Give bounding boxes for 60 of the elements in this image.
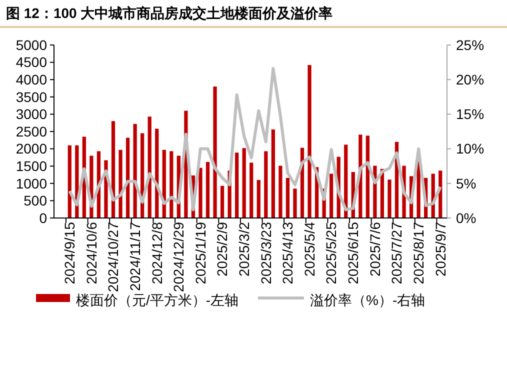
y2-tick-label: 10%: [456, 140, 484, 157]
x-tick-label: 2024/10/27: [105, 222, 122, 292]
y-tick-label: 5000: [16, 36, 48, 53]
x-tick-label: 2025/5/25: [323, 222, 340, 284]
y2-tick-label: 5%: [456, 175, 476, 192]
legend-label: 溢价率（%）-右轴: [310, 292, 426, 308]
y-tick-label: 3000: [16, 106, 48, 122]
chart-title: 图 12：100 大中城市商品房成交土地楼面价及溢价率: [6, 5, 333, 21]
bar: [235, 152, 239, 218]
y-tick-label: 2500: [16, 123, 48, 140]
x-tick-label: 2024/12/8: [148, 222, 165, 284]
x-tick-label: 2024/11/17: [126, 222, 143, 292]
x-tick-label: 2025/5/4: [301, 222, 318, 276]
bar: [286, 178, 290, 218]
bar: [126, 138, 130, 218]
bar: [293, 188, 297, 218]
bar: [118, 150, 122, 218]
y-tick-label: 1500: [16, 158, 48, 174]
bar: [388, 180, 392, 218]
x-tick-label: 2024/9/15: [62, 222, 78, 284]
bar: [250, 162, 254, 218]
x-tick-label: 2025/6/15: [345, 222, 362, 284]
y2-tick-label: 25%: [456, 36, 484, 53]
y2-tick-label: 0%: [456, 210, 476, 226]
y-tick-label: 2000: [16, 140, 48, 157]
y-tick-label: 4000: [16, 72, 48, 88]
bar: [133, 124, 137, 218]
bar: [220, 186, 224, 218]
y2-tick-label: 15%: [456, 106, 484, 122]
x-tick-label: 2025/9/7: [432, 222, 448, 276]
bar: [271, 129, 275, 218]
y-tick-label: 500: [24, 192, 48, 209]
x-tick-label: 2025/7/6: [366, 222, 383, 276]
bar: [308, 65, 312, 218]
x-tick-label: 2025/3/23: [258, 222, 274, 284]
bar: [170, 151, 174, 218]
bar: [242, 148, 246, 218]
legend-label: 楼面价（元/平方米）-左轴: [76, 292, 239, 308]
y-tick-label: 3500: [16, 88, 48, 105]
bar: [68, 145, 72, 218]
x-tick-label: 2025/8/17: [410, 222, 426, 284]
y-tick-label: 4500: [16, 54, 48, 70]
y-tick-label: 0: [39, 210, 48, 226]
x-tick-label: 2025/2/9: [214, 222, 230, 276]
x-tick-label: 2024/10/6: [83, 222, 100, 284]
bar: [198, 168, 202, 218]
bar: [256, 180, 260, 218]
x-tick-label: 2024/12/29: [170, 222, 187, 292]
y2-tick-label: 20%: [456, 72, 484, 88]
bar: [330, 174, 334, 218]
line-series: [68, 67, 442, 212]
bar: [213, 86, 217, 218]
x-tick-label: 2025/3/2: [236, 222, 252, 276]
y-tick-label: 1000: [16, 175, 48, 192]
x-tick-label: 2025/4/13: [280, 222, 296, 284]
bar: [278, 166, 282, 218]
bar: [206, 162, 210, 218]
bar: [264, 151, 268, 218]
x-tick-label: 2025/7/27: [388, 222, 405, 284]
x-tick-label: 2025/1/19: [192, 222, 208, 284]
